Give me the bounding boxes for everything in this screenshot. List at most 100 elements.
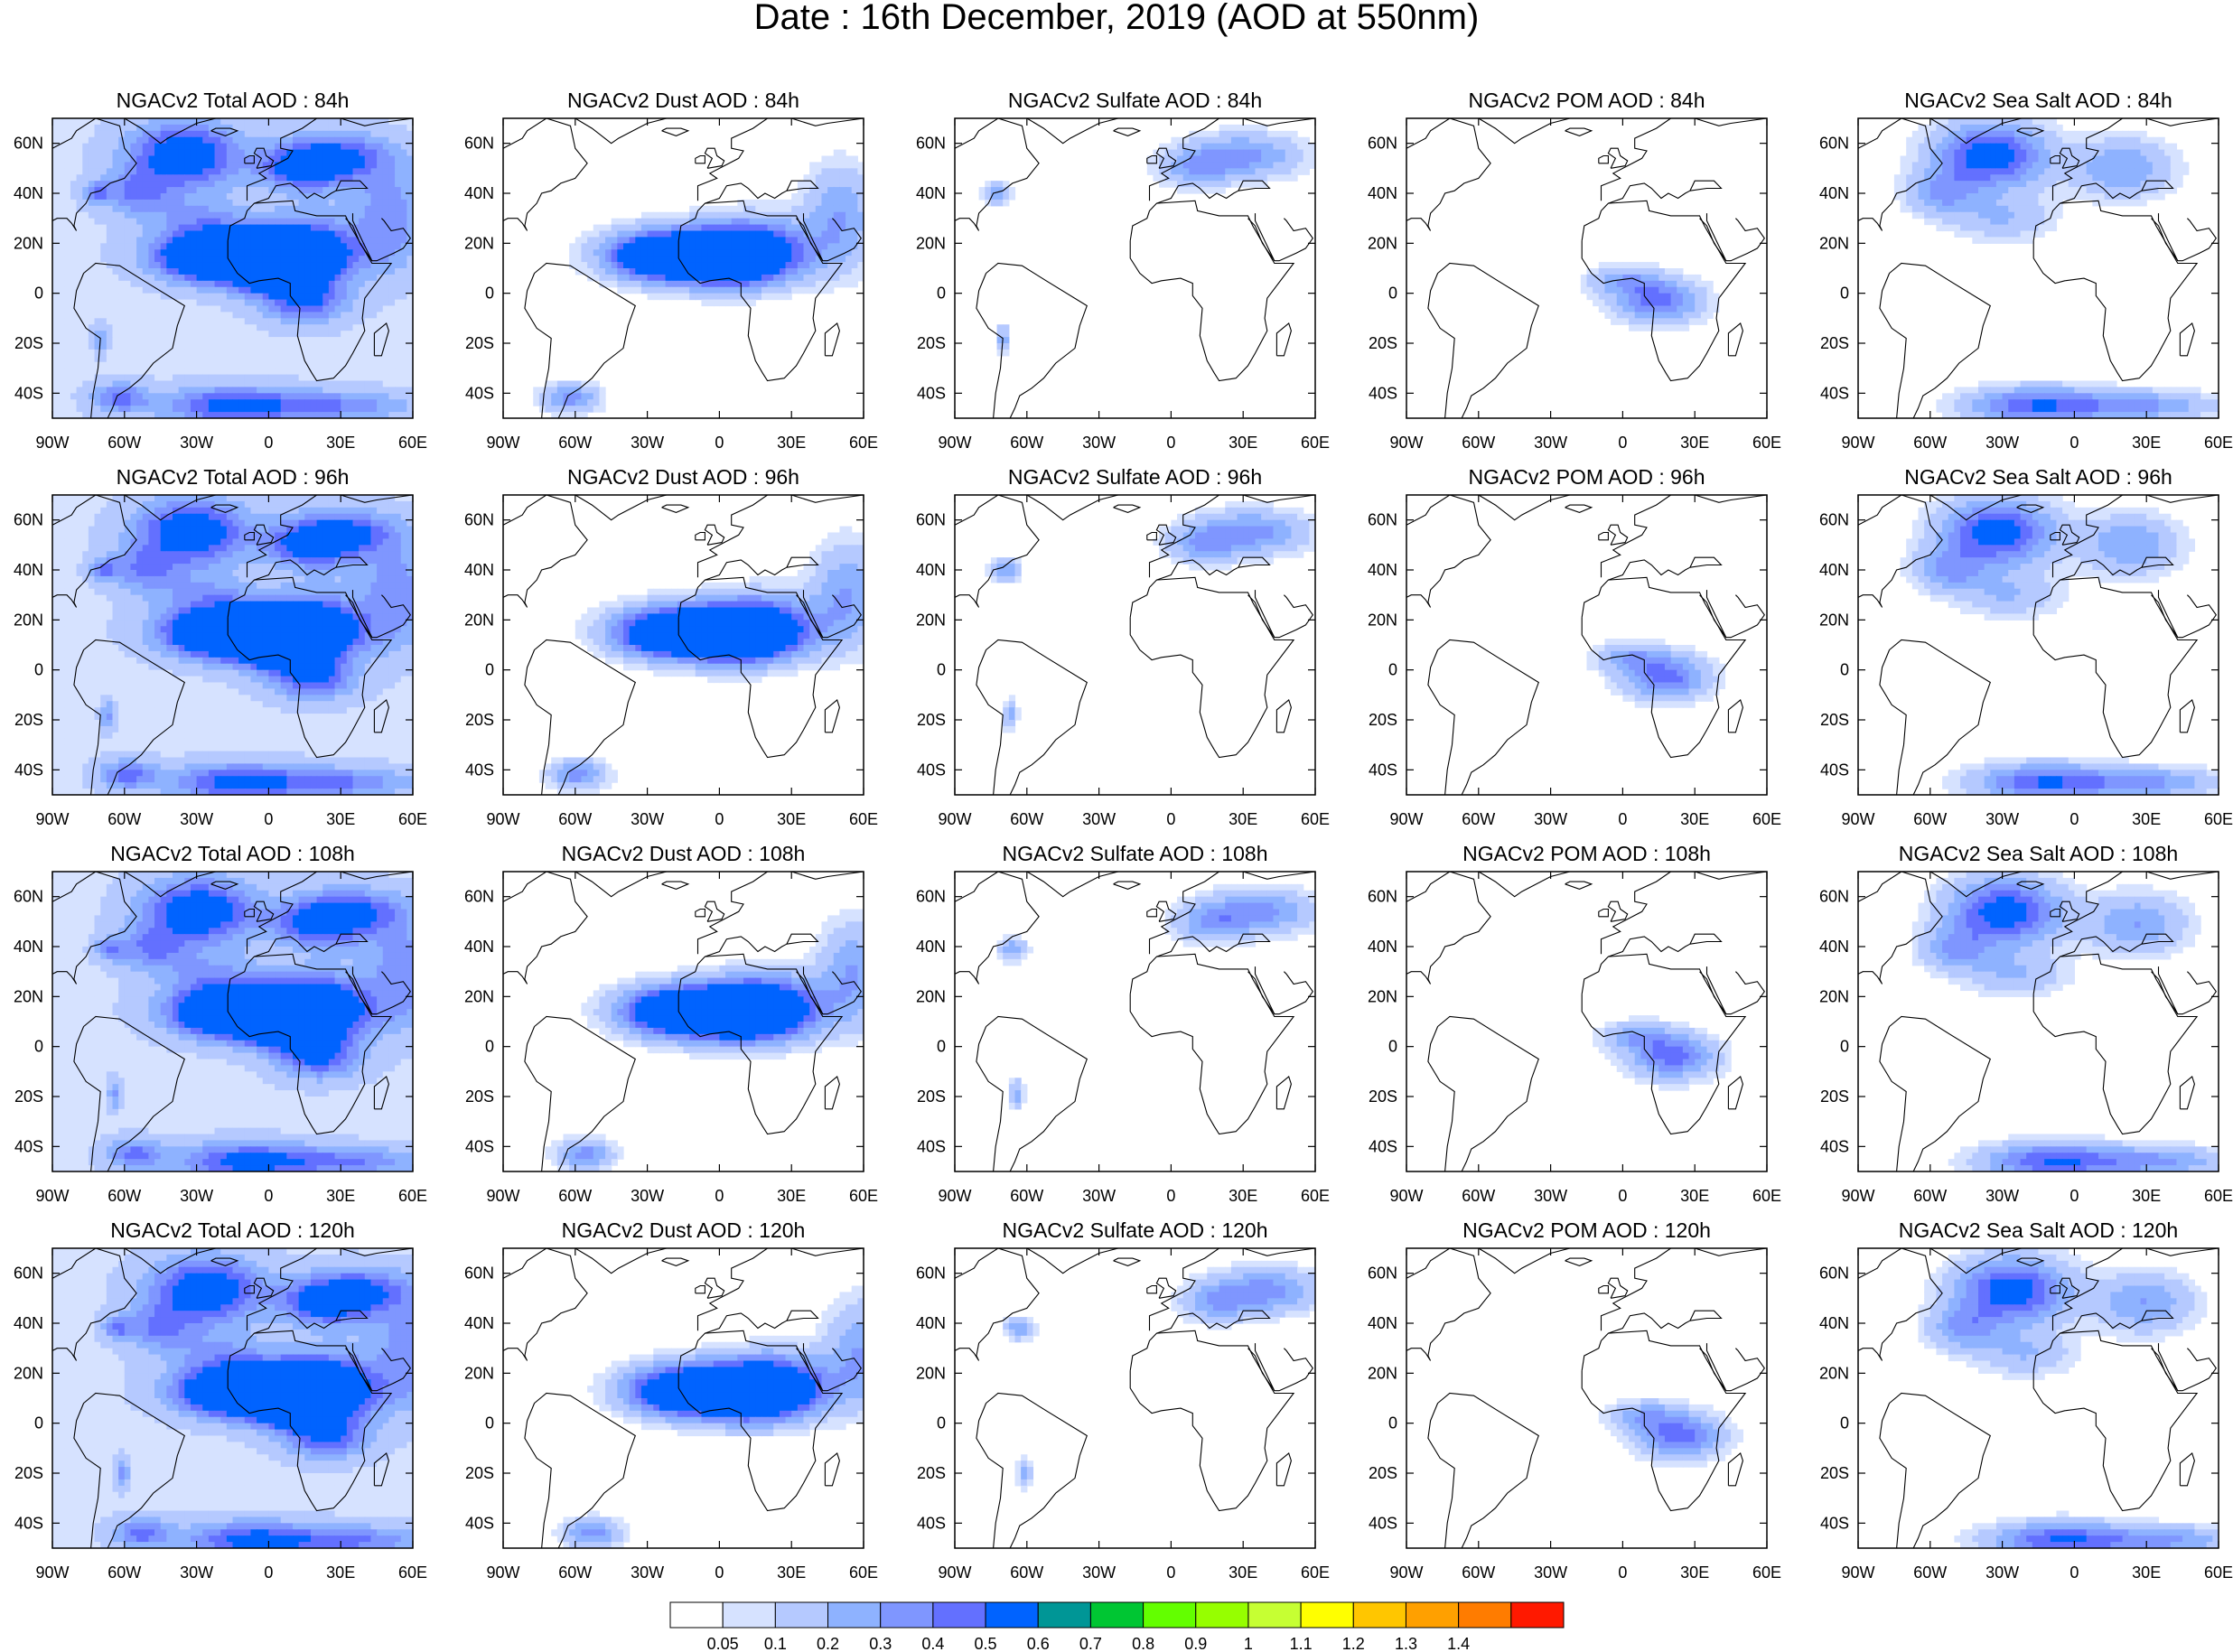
coast-europe — [1600, 1248, 1767, 1331]
lat-tick-label: 20S — [14, 334, 43, 352]
lon-tick-label: 60W — [1010, 434, 1043, 452]
plot-frame — [1857, 117, 2219, 419]
lon-tick-label: 0 — [2069, 810, 2079, 828]
lat-tick-label: 60N — [916, 1265, 946, 1283]
lon-tick-label: 90W — [486, 1563, 519, 1582]
coast-arabia — [802, 966, 862, 1015]
coast-arabia — [2157, 590, 2217, 639]
lat-tick-label: 60N — [1368, 135, 1397, 153]
lat-tick-label: 20N — [916, 611, 946, 629]
lon-tick-label: 90W — [938, 434, 971, 452]
lon-tick-label: 60E — [398, 810, 427, 828]
lon-tick-label: 30W — [180, 810, 213, 828]
lon-tick-label: 30W — [1985, 810, 2019, 828]
lon-tick-label: 60W — [1462, 434, 1495, 452]
coast-northAmerica — [1858, 872, 1943, 985]
lon-tick-label: 30E — [777, 434, 806, 452]
coast-ireland — [1598, 154, 1609, 164]
coast-redSea — [345, 594, 373, 639]
colorbar-swatch — [1247, 1601, 1302, 1629]
coast-redSea — [1699, 971, 1727, 1015]
lon-tick-label: 30E — [777, 810, 806, 828]
lon-tick-label: 90W — [35, 810, 69, 828]
coast-arabia — [351, 1343, 411, 1392]
lat-tick-label: 20N — [916, 234, 946, 252]
coast-mediterranean — [705, 1312, 788, 1334]
coast-britain — [1607, 901, 1629, 922]
coast-britain — [2059, 147, 2080, 169]
coast-blackSea — [335, 1310, 369, 1321]
lon-tick-label: 60W — [107, 434, 141, 452]
colorbar-label: 1.4 — [1447, 1635, 1470, 1652]
coast-redSea — [1699, 218, 1727, 262]
coastlines — [503, 872, 864, 1171]
lon-tick-label: 30E — [2132, 810, 2161, 828]
coast-blackSea — [786, 933, 819, 945]
coast-iceland — [210, 1257, 239, 1266]
coast-arabia — [1254, 213, 1313, 262]
lon-tick-label: 60E — [849, 1187, 878, 1205]
plot-frame — [1406, 871, 1768, 1172]
coast-southAmerica — [1427, 1015, 1539, 1171]
lon-tick-label: 30E — [1229, 434, 1257, 452]
lon-tick-label: 60W — [558, 1187, 592, 1205]
coast-ireland — [1598, 531, 1609, 541]
lat-tick-label: 20N — [1368, 611, 1397, 629]
lat-tick-label: 60N — [916, 135, 946, 153]
plot-frame — [502, 871, 864, 1172]
coast-redSea — [1247, 594, 1275, 639]
coast-blackSea — [1689, 180, 1723, 191]
coast-britain — [1607, 1277, 1629, 1299]
coast-redSea — [796, 594, 824, 639]
lon-tick-label: 60E — [398, 434, 427, 452]
map-panel-seasalt-84: NGACv2 Sea Salt AOD : 84h 90W 60W 30W 0 30E 60… — [1819, 89, 2233, 452]
coast-madagascar — [1275, 698, 1292, 733]
lon-tick-label: 30E — [777, 1563, 806, 1582]
lat-tick-label: 20S — [917, 334, 946, 352]
coast-britain — [1607, 147, 1629, 169]
colorbar-swatch — [1089, 1601, 1145, 1629]
coast-northAmerica — [1406, 1248, 1491, 1361]
coast-northAmerica — [955, 872, 1040, 985]
lat-tick-label: 0 — [1388, 1414, 1397, 1433]
lat-tick-label: 20S — [917, 1087, 946, 1106]
lat-tick-label: 40S — [1369, 1514, 1397, 1532]
lon-tick-label: 30E — [326, 1563, 355, 1582]
colorbar-label: 0.6 — [1027, 1635, 1050, 1652]
coast-southAmerica — [73, 1015, 185, 1171]
map-panel-sulfate-120: NGACv2 Sulfate AOD : 120h 90W 60W 30W 0 30E 60… — [916, 1218, 1330, 1582]
lon-tick-label: 30W — [1534, 1563, 1567, 1582]
lat-tick-label: 20N — [14, 234, 43, 252]
coast-madagascar — [824, 322, 840, 357]
coast-southAmerica — [976, 1015, 1088, 1171]
coast-europe — [246, 118, 413, 201]
lon-tick-label: 30E — [1680, 1563, 1709, 1582]
coast-iceland — [1565, 1257, 1593, 1266]
lon-tick-label: 60W — [107, 1187, 141, 1205]
lon-tick-label: 30W — [1082, 810, 1116, 828]
lat-tick-label: 20S — [1820, 1087, 1849, 1106]
coast-southAmerica — [73, 639, 185, 795]
lon-tick-label: 90W — [938, 810, 971, 828]
coast-britain — [704, 147, 725, 169]
lat-tick-label: 40N — [464, 184, 494, 202]
lon-tick-label: 0 — [715, 1563, 724, 1582]
lat-tick-label: 60N — [1819, 135, 1849, 153]
coast-blackSea — [786, 556, 819, 568]
coast-mediterranean — [705, 559, 788, 581]
lon-tick-label: 0 — [264, 434, 273, 452]
lat-tick-label: 20N — [916, 987, 946, 1005]
coast-southAmerica — [73, 262, 185, 418]
coast-blackSea — [1689, 933, 1723, 945]
lat-tick-label: 40N — [14, 1314, 43, 1332]
lat-tick-label: 40N — [14, 561, 43, 579]
lon-tick-label: 90W — [35, 434, 69, 452]
lat-tick-label: 60N — [1368, 1265, 1397, 1283]
aod-field — [1893, 118, 2219, 418]
coast-ireland — [244, 908, 255, 918]
coast-iceland — [2016, 504, 2045, 513]
lon-tick-label: 60E — [2204, 434, 2233, 452]
coast-africa — [1581, 576, 1747, 759]
lat-tick-label: 40S — [917, 1514, 946, 1532]
plot-frame — [1857, 871, 2219, 1172]
